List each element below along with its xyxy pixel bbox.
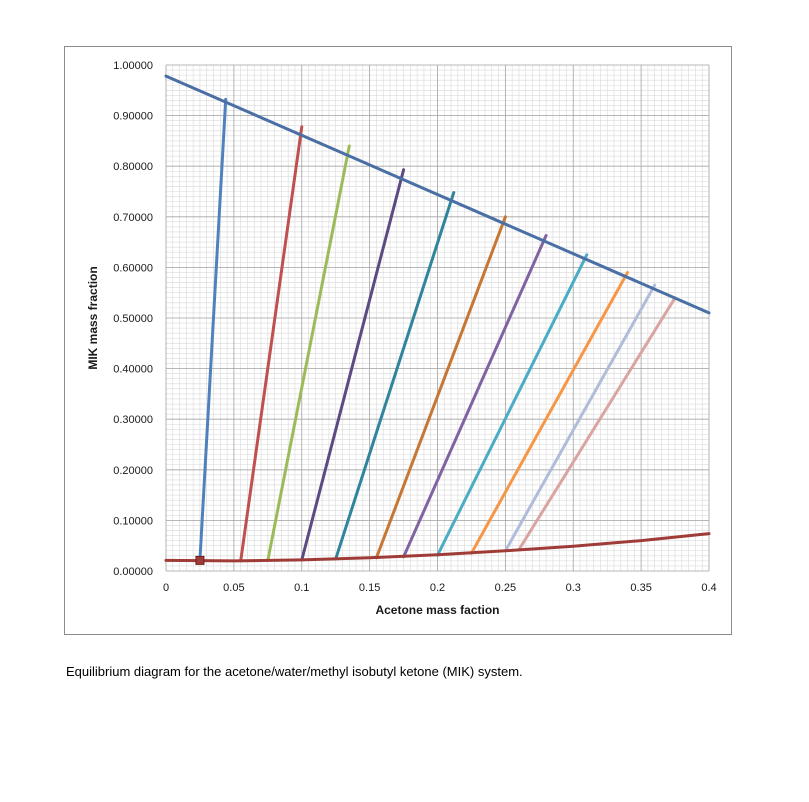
x-tick-label: 0.25 xyxy=(495,582,516,594)
tie-line xyxy=(374,215,507,560)
y-tick-label: 0.50000 xyxy=(113,313,153,325)
x-tick-label: 0.4 xyxy=(701,582,716,594)
y-axis-title: MIK mass fraction xyxy=(86,266,100,369)
y-tick-label: 0.70000 xyxy=(113,212,153,224)
x-tick-label: 0.05 xyxy=(223,582,244,594)
tie-line xyxy=(402,234,548,559)
y-tick-label: 0.10000 xyxy=(113,515,153,527)
extract-phase-curve xyxy=(164,74,711,315)
tie-line xyxy=(266,144,351,562)
x-tick-label: 0.3 xyxy=(566,582,581,594)
series-layer xyxy=(164,74,711,565)
x-tick-label: 0.1 xyxy=(294,582,309,594)
major-grid xyxy=(165,64,710,572)
data-point-marker xyxy=(195,555,205,565)
chart-frame: 0 0.05 0.1 0.15 0.2 0.25 0.3 0.35 0.4 0.00000 0.10… xyxy=(64,46,732,635)
y-tick-label: 0.60000 xyxy=(113,262,153,274)
y-tick-label: 0.00000 xyxy=(113,566,153,578)
tick-labels: 0 0.05 0.1 0.15 0.2 0.25 0.3 0.35 0.4 0.00000 0.10… xyxy=(113,60,716,594)
figure-caption: Equilibrium diagram for the acetone/wate… xyxy=(66,664,523,679)
tie-line xyxy=(469,271,629,555)
equilibrium-chart: 0 0.05 0.1 0.15 0.2 0.25 0.3 0.35 0.4 0.00000 0.10… xyxy=(86,60,717,617)
x-tick-label: 0 xyxy=(163,582,169,594)
tie-line xyxy=(436,253,589,557)
x-axis-title: Acetone mass faction xyxy=(375,603,499,617)
y-tick-label: 0.80000 xyxy=(113,161,153,173)
y-tick-label: 1.00000 xyxy=(113,60,153,72)
y-tick-label: 0.40000 xyxy=(113,364,153,376)
y-tick-label: 0.20000 xyxy=(113,465,153,477)
tie-line xyxy=(517,296,677,552)
tie-line xyxy=(334,191,456,561)
tie-line xyxy=(198,97,228,562)
tie-line xyxy=(300,168,406,562)
tie-line xyxy=(239,125,304,563)
raffinate-phase-curve xyxy=(164,532,711,563)
y-tick-label: 0.90000 xyxy=(113,111,153,123)
x-tick-label: 0.2 xyxy=(430,582,445,594)
y-tick-label: 0.30000 xyxy=(113,414,153,426)
x-tick-label: 0.35 xyxy=(630,582,651,594)
tie-line xyxy=(503,283,657,553)
x-tick-label: 0.15 xyxy=(359,582,380,594)
